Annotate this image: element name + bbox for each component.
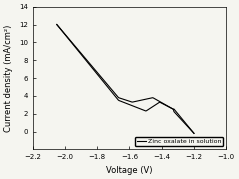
X-axis label: Voltage (V): Voltage (V) [106, 166, 153, 175]
Legend: Zinc oxalate in solution: Zinc oxalate in solution [135, 137, 223, 146]
Y-axis label: Current density (mA/cm²): Current density (mA/cm²) [4, 24, 13, 132]
